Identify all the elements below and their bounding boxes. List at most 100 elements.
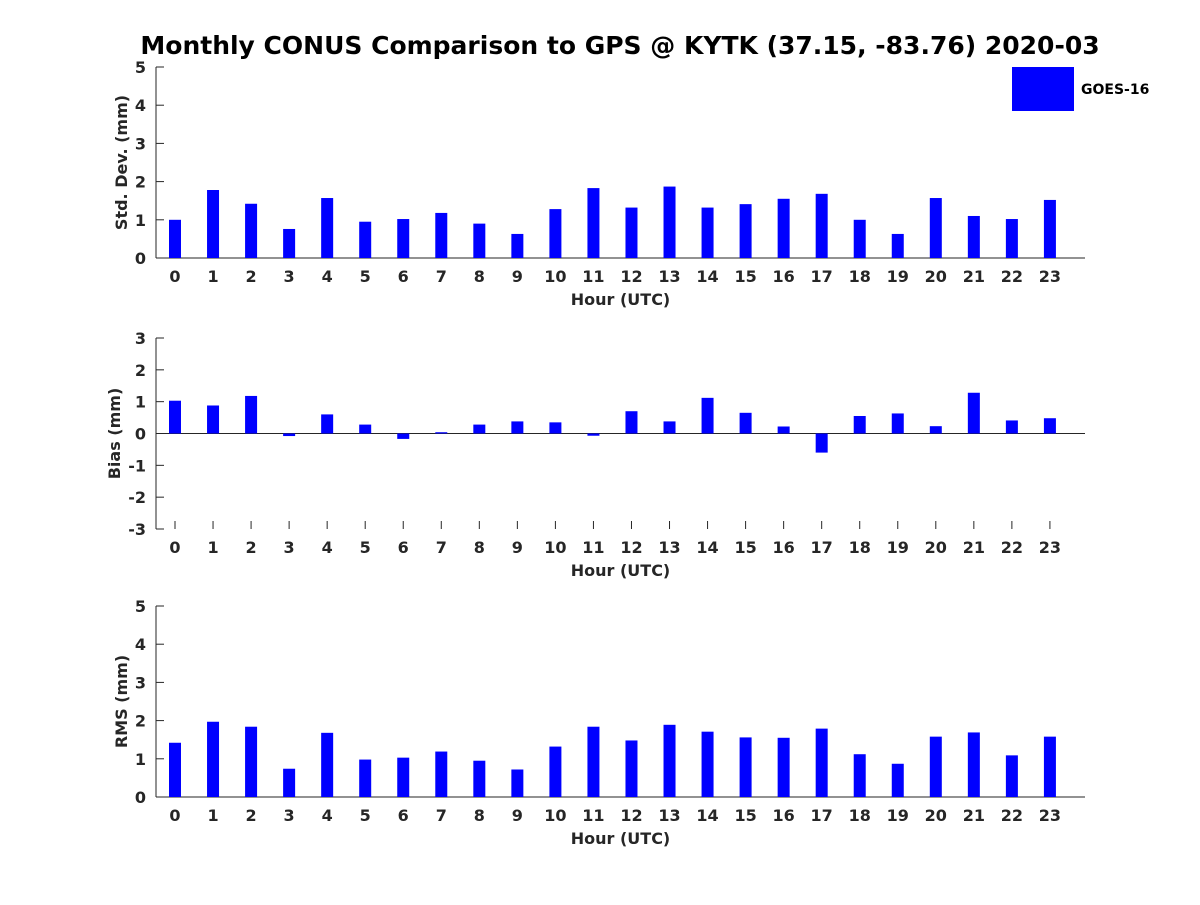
x-axis-label: Hour (UTC) xyxy=(571,561,671,580)
x-tick-label: 3 xyxy=(284,267,295,286)
bar-2-hour-12 xyxy=(625,411,638,434)
bar-1-hour-17 xyxy=(815,193,828,258)
bar-3-hour-19 xyxy=(891,763,904,797)
x-tick-label: 4 xyxy=(322,538,333,557)
x-tick-label: 5 xyxy=(360,267,371,286)
x-tick-label: 10 xyxy=(544,806,566,825)
y-axis-label: Bias (mm) xyxy=(105,388,124,480)
bar-3-hour-10 xyxy=(549,746,562,797)
x-tick-label: 10 xyxy=(544,267,566,286)
x-tick-label: 13 xyxy=(658,267,680,286)
x-tick-label: 14 xyxy=(696,538,718,557)
bar-3-hour-15 xyxy=(739,737,752,797)
bar-1-hour-15 xyxy=(739,204,752,258)
bar-2-hour-10 xyxy=(549,422,562,434)
y-tick-label: -1 xyxy=(128,456,146,475)
x-tick-label: 18 xyxy=(849,806,871,825)
bar-1-hour-0 xyxy=(169,219,181,258)
y-tick-label: -3 xyxy=(128,520,146,539)
bar-3-hour-6 xyxy=(397,757,410,797)
bar-3-hour-3 xyxy=(283,768,296,797)
bar-2-hour-7 xyxy=(435,432,448,434)
bar-2-hour-22 xyxy=(1005,420,1018,434)
bar-2-hour-18 xyxy=(853,415,866,434)
y-tick-label: 4 xyxy=(135,635,146,654)
bar-2-hour-0 xyxy=(169,400,181,434)
bar-3-hour-0 xyxy=(169,742,181,797)
bar-1-hour-9 xyxy=(511,233,524,258)
bar-3-hour-22 xyxy=(1005,755,1018,797)
x-tick-label: 22 xyxy=(1001,806,1023,825)
bar-2-hour-1 xyxy=(207,405,220,434)
x-tick-label: 23 xyxy=(1039,538,1061,557)
x-tick-label: 8 xyxy=(474,806,485,825)
bar-2-hour-23 xyxy=(1043,418,1056,434)
x-tick-label: 15 xyxy=(734,538,756,557)
x-tick-label: 7 xyxy=(436,806,447,825)
bar-2-hour-15 xyxy=(739,412,752,434)
bar-3-hour-14 xyxy=(701,731,714,797)
y-tick-label: 1 xyxy=(135,211,146,230)
bar-3-hour-23 xyxy=(1043,736,1056,797)
x-tick-label: 20 xyxy=(925,538,947,557)
y-tick-label: 2 xyxy=(135,173,146,192)
chart-title: Monthly CONUS Comparison to GPS @ KYTK (… xyxy=(140,31,1099,60)
bar-1-hour-3 xyxy=(283,228,296,258)
y-tick-label: 2 xyxy=(135,712,146,731)
y-tick-label: 3 xyxy=(135,329,146,348)
x-tick-label: 0 xyxy=(169,806,180,825)
x-axis-label: Hour (UTC) xyxy=(571,290,671,309)
y-tick-label: 0 xyxy=(135,425,146,444)
bar-1-hour-8 xyxy=(473,223,486,258)
x-tick-label: 23 xyxy=(1039,267,1061,286)
x-tick-label: 14 xyxy=(696,806,718,825)
y-tick-label: 1 xyxy=(135,393,146,412)
x-tick-label: 4 xyxy=(322,806,333,825)
x-tick-label: 0 xyxy=(169,267,180,286)
x-tick-label: 20 xyxy=(925,806,947,825)
bar-1-hour-16 xyxy=(777,198,790,258)
x-tick-label: 15 xyxy=(734,267,756,286)
x-tick-label: 14 xyxy=(696,267,718,286)
bar-3-hour-4 xyxy=(321,732,334,797)
x-tick-label: 9 xyxy=(512,267,523,286)
bar-3-hour-20 xyxy=(929,736,942,797)
bar-2-hour-13 xyxy=(663,421,676,434)
x-tick-label: 4 xyxy=(322,267,333,286)
bar-3-hour-8 xyxy=(473,760,486,797)
x-tick-label: 9 xyxy=(512,806,523,825)
y-tick-label: 4 xyxy=(135,96,146,115)
x-tick-label: 8 xyxy=(474,538,485,557)
x-tick-label: 1 xyxy=(207,538,218,557)
y-tick-label: -2 xyxy=(128,488,146,507)
bar-1-hour-7 xyxy=(435,212,448,258)
bar-2-hour-14 xyxy=(701,397,714,434)
bar-3-hour-17 xyxy=(815,728,828,797)
x-tick-label: 18 xyxy=(849,267,871,286)
x-tick-label: 21 xyxy=(963,267,985,286)
x-tick-label: 5 xyxy=(360,806,371,825)
x-tick-label: 3 xyxy=(284,806,295,825)
bar-2-hour-20 xyxy=(929,426,942,434)
y-tick-label: 5 xyxy=(135,58,146,77)
bar-1-hour-11 xyxy=(587,188,600,258)
x-tick-label: 2 xyxy=(246,267,257,286)
legend-label: GOES-16 xyxy=(1081,82,1149,98)
x-tick-label: 17 xyxy=(811,267,833,286)
bar-2-hour-3 xyxy=(283,433,296,437)
x-tick-label: 2 xyxy=(246,538,257,557)
x-tick-label: 11 xyxy=(582,538,604,557)
bar-2-hour-9 xyxy=(511,421,524,434)
y-tick-label: 3 xyxy=(135,673,146,692)
x-tick-label: 20 xyxy=(925,267,947,286)
y-tick-label: 0 xyxy=(135,249,146,268)
y-tick-label: 0 xyxy=(135,788,146,807)
bar-3-hour-12 xyxy=(625,740,638,797)
x-tick-label: 19 xyxy=(887,267,909,286)
bar-2-hour-21 xyxy=(967,392,980,434)
